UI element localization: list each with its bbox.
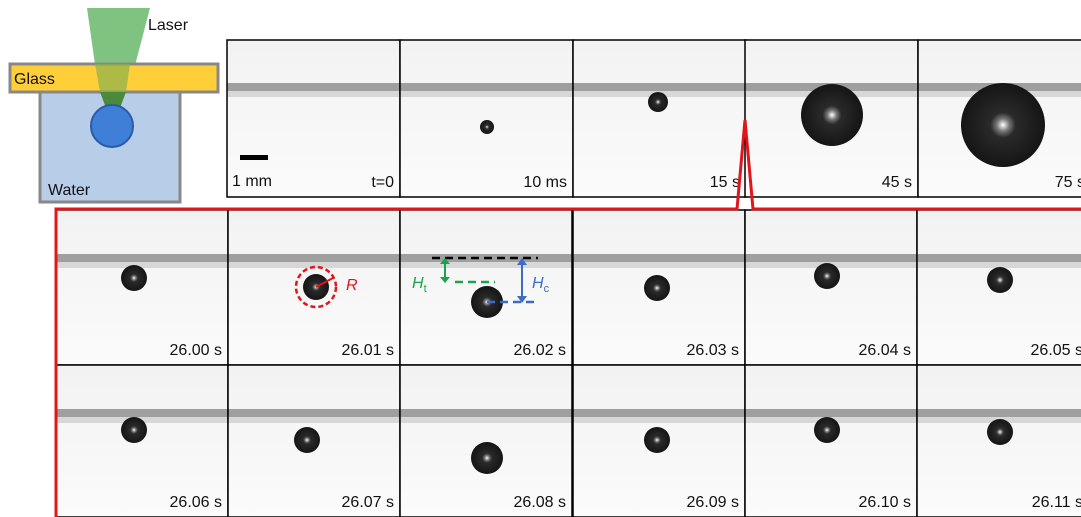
glass-interface (917, 409, 1081, 417)
time-label: 26.06 s (170, 494, 222, 511)
radius-label: R (346, 277, 358, 294)
time-label: 26.05 s (1031, 342, 1081, 359)
time-label: 10 ms (523, 174, 567, 191)
time-label: 26.11 s (1032, 494, 1081, 511)
time-label: 45 s (882, 174, 912, 191)
glass-interface (745, 254, 917, 262)
droplet (471, 442, 503, 474)
time-label: 26.08 s (514, 494, 566, 511)
panels: t=0 10 ms 15 s 45 s 75 s 26.00 s 26.01 s 26.02 … (56, 40, 1081, 517)
time-label: t=0 (371, 174, 394, 191)
ht-symbol: H (412, 275, 424, 292)
droplet (801, 84, 863, 146)
time-label: 26.10 s (859, 494, 911, 511)
glass-interface (227, 83, 400, 91)
glass-shadow (400, 262, 572, 268)
droplet (987, 267, 1013, 293)
glass-shadow (227, 91, 400, 97)
glass-interface (573, 83, 746, 91)
droplet (814, 417, 840, 443)
glass-interface (400, 83, 573, 91)
glass-shadow (573, 262, 745, 268)
glass-shadow (400, 417, 572, 423)
glass-shadow (228, 417, 400, 423)
glass-interface (745, 409, 917, 417)
scale-bar (240, 155, 268, 160)
glass-interface (228, 409, 400, 417)
time-label: 26.03 s (687, 342, 739, 359)
time-label: 75 s (1055, 174, 1081, 191)
time-label: 26.09 s (687, 494, 739, 511)
time-label: 26.01 s (342, 342, 394, 359)
droplet (961, 83, 1045, 167)
time-label: 26.00 s (170, 342, 222, 359)
droplet (480, 120, 494, 134)
glass-interface (56, 409, 228, 417)
glass-interface (573, 409, 745, 417)
label-water: Water (48, 182, 91, 199)
label-glass: Glass (14, 71, 55, 88)
label-laser: Laser (148, 17, 189, 34)
glass-shadow (573, 417, 745, 423)
time-label: 26.02 s (514, 342, 566, 359)
glass-shadow (56, 262, 228, 268)
hc-symbol: H (532, 275, 544, 292)
time-label: 26.07 s (342, 494, 394, 511)
droplet (648, 92, 668, 112)
glass-interface (56, 254, 228, 262)
glass-shadow (400, 91, 573, 97)
droplet (294, 427, 320, 453)
droplet (814, 263, 840, 289)
glass-interface (228, 254, 400, 262)
time-label: 26.04 s (859, 342, 911, 359)
glass-interface (400, 409, 572, 417)
droplet (987, 419, 1013, 445)
droplet (644, 275, 670, 301)
droplet (121, 265, 147, 291)
figure: Laser Glass Water t=0 10 ms 15 s 45 s 75 s 26… (0, 0, 1081, 517)
schematic: Laser Glass Water (10, 8, 218, 202)
bubble (91, 105, 133, 147)
glass-interface (573, 254, 745, 262)
time-label: 15 s (710, 174, 740, 191)
ht-subscript: t (424, 283, 427, 295)
droplet (121, 417, 147, 443)
hc-subscript: c (544, 283, 550, 295)
laser-in-glass (95, 64, 130, 92)
scale-bar-label: 1 mm (232, 173, 272, 190)
glass-interface (917, 254, 1081, 262)
droplet (644, 427, 670, 453)
